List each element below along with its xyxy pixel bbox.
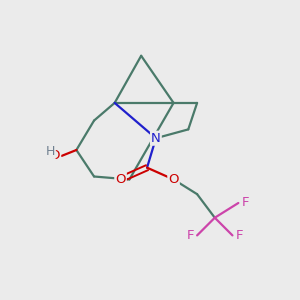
Text: H: H (46, 145, 55, 158)
Text: F: F (241, 196, 249, 209)
Text: F: F (187, 229, 194, 242)
Text: O: O (115, 173, 126, 186)
Text: N: N (151, 132, 161, 145)
Text: F: F (236, 229, 243, 242)
Text: O: O (168, 173, 179, 186)
Text: O: O (50, 149, 60, 162)
